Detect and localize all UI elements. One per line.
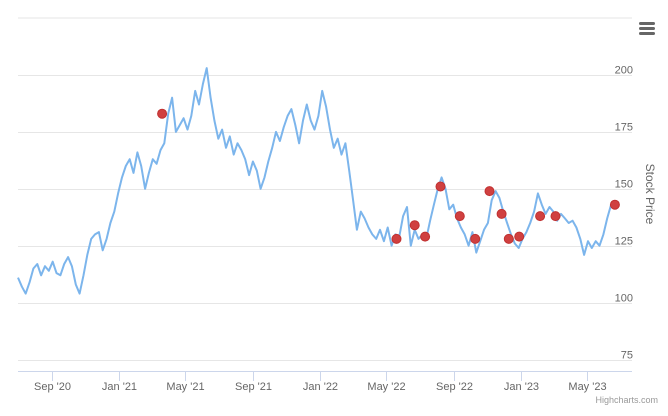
- x-tick-label: Jan '22: [303, 381, 338, 393]
- flag-point[interactable]: [535, 211, 546, 222]
- flag-point[interactable]: [484, 186, 495, 197]
- flag-point[interactable]: [514, 231, 525, 242]
- flag-markers: [157, 108, 620, 244]
- x-tick-label: Sep '20: [34, 381, 71, 393]
- x-axis: Sep '20 Jan '21 May '21 Sep '21 Jan '22 May '…: [18, 371, 632, 393]
- flag-point[interactable]: [420, 231, 431, 242]
- flag-point[interactable]: [409, 220, 420, 231]
- y-tick-label: 200: [615, 65, 633, 77]
- credits-link[interactable]: Highcharts.com: [595, 395, 658, 405]
- y-tick-label: 125: [615, 236, 633, 248]
- x-tick-label: May '21: [166, 381, 204, 393]
- flag-point[interactable]: [496, 208, 507, 219]
- flag-point[interactable]: [470, 233, 481, 244]
- y-axis-title: Stock Price: [643, 164, 657, 225]
- y-tick-label: 150: [615, 179, 633, 191]
- y-tick-label: 100: [615, 293, 633, 305]
- y-grid: [18, 17, 632, 361]
- flag-point[interactable]: [435, 181, 446, 192]
- x-tick-label: May '22: [367, 381, 405, 393]
- flag-point[interactable]: [503, 233, 514, 244]
- x-tick-label: Sep '22: [436, 381, 473, 393]
- flag-point[interactable]: [550, 211, 561, 222]
- flag-point[interactable]: [157, 108, 168, 119]
- x-tick-label: Sep '21: [235, 381, 272, 393]
- flag-point[interactable]: [454, 211, 465, 222]
- price-series-line: [17, 67, 616, 295]
- chart-context-menu-button[interactable]: [636, 18, 658, 38]
- flag-point[interactable]: [391, 233, 402, 244]
- x-tick-label: May '23: [568, 381, 606, 393]
- x-tick-label: Jan '23: [504, 381, 539, 393]
- series-layer: [17, 67, 616, 295]
- x-tick-label: Jan '21: [102, 381, 137, 393]
- y-axis-labels: 75 100 125 150 175 200: [615, 65, 633, 362]
- flag-point[interactable]: [609, 199, 620, 210]
- y-tick-label: 75: [621, 350, 633, 362]
- hamburger-menu-icon[interactable]: [639, 22, 655, 35]
- y-tick-label: 175: [615, 122, 633, 134]
